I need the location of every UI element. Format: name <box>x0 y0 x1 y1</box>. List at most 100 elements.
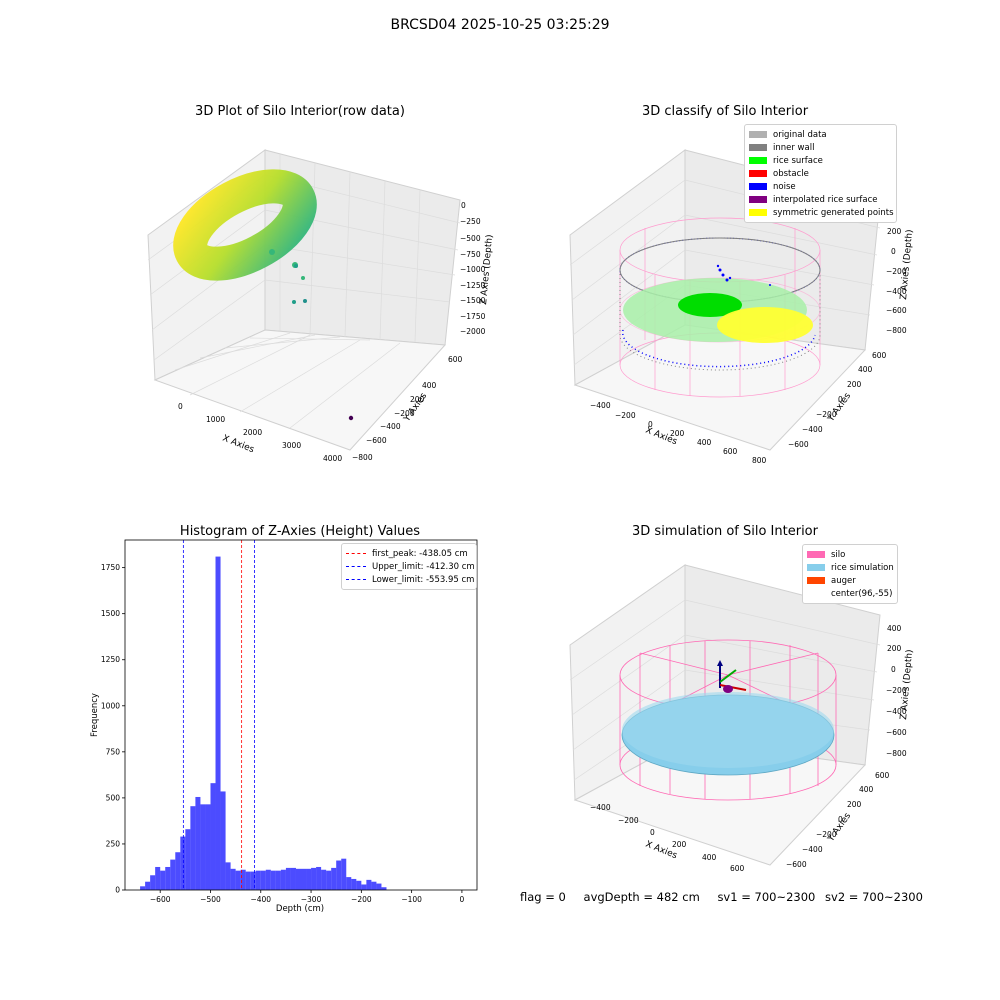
panel2-ytick: −200 <box>816 410 837 419</box>
panel2-floor-pane <box>573 324 867 451</box>
legend-swatch <box>749 183 767 190</box>
histogram-axes-frame <box>124 539 478 891</box>
figure-title: BRCSD04 2025-10-25 03:25:29 <box>390 17 610 33</box>
panel4-xtick: −200 <box>618 816 639 825</box>
panel2-3d-plot: −400 −200 0 200 400 600 800 600 400 200 … <box>569 149 915 465</box>
panel1-ytick: −200 <box>394 409 415 418</box>
panel2-zlabel: Z Axies (Depth) <box>899 229 915 300</box>
panel2-ztick: 200 <box>887 227 902 236</box>
panel1-ytick: 400 <box>422 381 437 390</box>
histogram-bar <box>366 879 372 890</box>
panel4-xtick: 0 <box>650 828 655 837</box>
histogram-bar <box>381 887 387 890</box>
legend-entry: symmetric generated points <box>749 206 894 219</box>
panel2-title: 3D classify of Silo Interior <box>641 104 809 119</box>
panel1-ztick: −500 <box>460 234 481 243</box>
histogram-bars <box>140 556 387 890</box>
panel1-ytick: −600 <box>366 436 387 445</box>
panel1-ztick: −1000 <box>460 265 486 274</box>
panel4-ytick: 200 <box>847 800 862 809</box>
panel2-xtick: 200 <box>670 429 685 438</box>
legend-swatch <box>749 196 767 203</box>
panel4-ztick: −600 <box>886 728 907 737</box>
histogram-ytick-label: 250 <box>106 839 121 848</box>
histogram-bar <box>185 829 191 890</box>
panel2-rice-surface <box>621 278 816 368</box>
histogram-bar <box>326 870 332 890</box>
histogram-xtick-label: −200 <box>351 895 372 904</box>
histogram-bar <box>250 871 256 890</box>
legend-entry: noise <box>749 180 892 193</box>
status-line: flag = 0 avgDepth = 482 cm sv1 = 700~230… <box>520 890 937 904</box>
status-sv1: sv1 = 700~2300 <box>717 890 816 904</box>
legend-label: inner wall <box>773 142 815 153</box>
status-flag: flag = 0 <box>520 890 566 904</box>
histogram-bar <box>210 783 216 890</box>
panel4-rice-simulation <box>621 692 835 776</box>
legend-entry: obstacle <box>749 167 892 180</box>
histogram-bar <box>160 870 166 890</box>
panel1-xtick: 0 <box>178 402 183 411</box>
panel1-point-cloud <box>173 169 354 421</box>
panel1-zlabel: Z Axies (Depth) <box>479 234 495 305</box>
panel1-xtick: 2000 <box>243 428 262 437</box>
histogram-bar <box>316 866 322 890</box>
panel2-ztick: −200 <box>886 267 907 276</box>
legend-label: symmetric generated points <box>773 207 894 218</box>
legend-swatch <box>749 209 767 216</box>
histogram-bar <box>311 867 317 890</box>
histogram-bar <box>145 881 151 890</box>
histogram-ytick-label: 1500 <box>101 609 120 618</box>
histogram-xlabel: Depth (cm) <box>276 904 324 914</box>
panel4-title: 3D simulation of Silo Interior <box>632 524 818 539</box>
panel4-xtick: 200 <box>672 840 687 849</box>
legend-entry: inner wall <box>749 141 892 154</box>
legend-label: noise <box>773 181 796 192</box>
panel4-xtick: −400 <box>590 803 611 812</box>
legend-entry: auger <box>807 574 893 587</box>
histogram-bar <box>356 880 362 890</box>
legend-label: center(96,-55) <box>831 588 893 599</box>
histogram-bar <box>190 806 196 890</box>
legend-swatch <box>749 144 767 151</box>
panel4-legend: silo rice simulation auger center(96,-55… <box>802 544 898 604</box>
histogram-bar <box>265 869 271 890</box>
legend-entry: silo <box>807 548 893 561</box>
histogram-bar <box>225 862 231 890</box>
panel2-ytick: 0 <box>838 395 843 404</box>
histogram-xtick-label: −100 <box>401 895 422 904</box>
panel2-ztick: −400 <box>886 287 907 296</box>
legend-label: auger <box>831 575 856 586</box>
panel1-ytick: −400 <box>380 422 401 431</box>
histogram-bar <box>170 859 176 890</box>
panel4-xtick: 600 <box>730 864 745 873</box>
histogram-bar <box>200 804 206 890</box>
histogram-bar <box>321 869 327 890</box>
panel1-ztick: −1500 <box>460 296 486 305</box>
panel1-ztick: −750 <box>460 250 481 259</box>
panel2-tick-labels: −400 −200 0 200 400 600 800 600 400 200 … <box>590 227 907 465</box>
panel1-ztick: −1250 <box>460 281 486 290</box>
histogram-bar <box>175 852 181 890</box>
panel1-xtick: 4000 <box>323 454 342 463</box>
histogram-xtick-label: −500 <box>200 895 221 904</box>
histogram-ytick-label: 500 <box>106 793 121 802</box>
histogram-xticks: −600 −500 −400 −300 −200 −100 0 <box>150 890 465 904</box>
panel1-xtick: 1000 <box>206 415 225 424</box>
panel4-ztick: 400 <box>887 624 902 633</box>
histogram-bar <box>275 870 281 890</box>
panel1-floor-pane <box>153 329 447 451</box>
legend-entry: original data <box>749 128 892 141</box>
histogram-bar <box>336 860 342 890</box>
histogram-ylabel: Frequency <box>90 693 100 737</box>
panel4-ztick: −800 <box>886 749 907 758</box>
panel1-ztick: −250 <box>460 217 481 226</box>
histogram-bar <box>301 868 307 890</box>
panel1-ytick: 600 <box>448 355 463 364</box>
histogram-legend: first_peak: -438.05 cm Upper_limit: -412… <box>341 543 477 590</box>
panel2-ztick: −800 <box>886 326 907 335</box>
histogram-ytick-label: 1250 <box>101 655 120 664</box>
panel2-legend: original data inner wall rice surface ob… <box>744 124 897 223</box>
legend-label: first_peak: -438.05 cm <box>372 548 468 559</box>
histogram-bar <box>351 878 357 890</box>
